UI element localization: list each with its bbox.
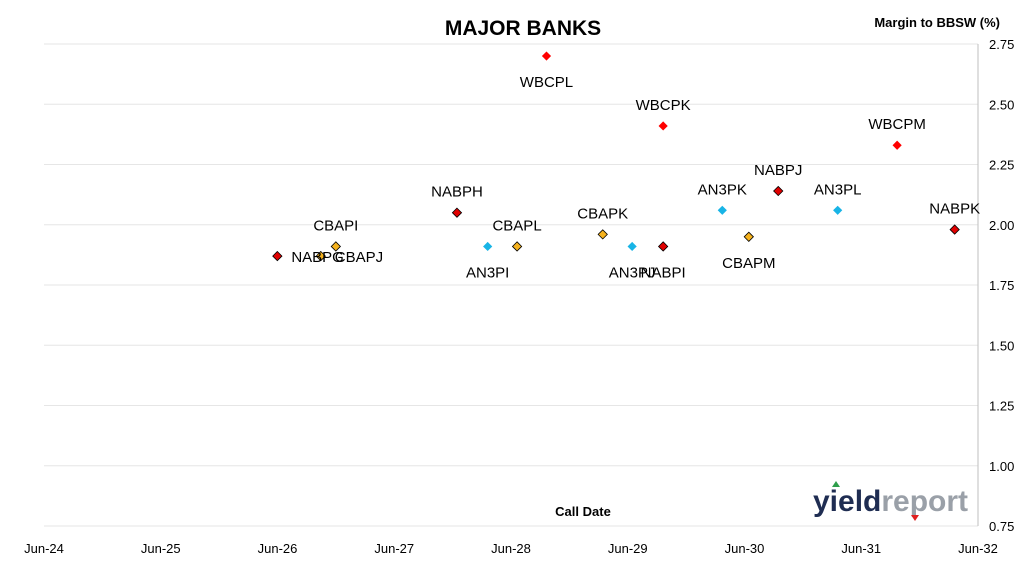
data-point-nabph: [451, 207, 463, 218]
svg-text:yieldreport: yieldreport: [813, 485, 968, 518]
x-tick-label: Jun-27: [374, 541, 414, 556]
point-label: AN3PL: [814, 181, 862, 198]
y-tick-label: 1.00: [989, 459, 1014, 474]
point-label: CBAPJ: [335, 249, 383, 266]
logo-text-yield: yield: [813, 485, 881, 518]
point-label: WBCPL: [520, 74, 573, 91]
y-tick-label: 2.75: [989, 37, 1014, 52]
logo-down-arrow-icon: [911, 515, 919, 521]
x-tick-label: Jun-24: [24, 541, 64, 556]
point-label: NABPJ: [754, 162, 802, 179]
x-tick-label: Jun-25: [141, 541, 181, 556]
data-points: [272, 51, 960, 262]
point-label: NABPH: [431, 184, 483, 201]
point-label: WBCPK: [636, 97, 691, 114]
logo-text-report: report: [881, 485, 968, 518]
data-point-cbapl: [511, 241, 523, 252]
x-tick-label: Jun-29: [608, 541, 648, 556]
y-axis-ticks: 0.75 1.00 1.25 1.50 1.75 2.00 2.25 2.50 2.75: [989, 37, 1014, 534]
y-tick-label: 2.25: [989, 158, 1014, 173]
point-label: CBAPI: [313, 217, 358, 234]
data-point-nabpg: [272, 250, 283, 262]
x-tick-label: Jun-30: [725, 541, 765, 556]
x-axis-title: Call Date: [555, 504, 611, 519]
y-tick-label: 1.25: [989, 399, 1014, 414]
y-tick-label: 0.75: [989, 519, 1014, 534]
data-point-an3pl: [833, 205, 843, 215]
x-tick-label: Jun-31: [841, 541, 881, 556]
point-label: CBAPK: [577, 205, 628, 222]
data-point-cbapi: [330, 241, 342, 252]
data-point-cbapm: [743, 231, 754, 242]
point-label: AN3PK: [698, 181, 747, 198]
y-axis-title: Margin to BBSW (%): [874, 15, 1000, 30]
logo-up-arrow-icon: [832, 481, 840, 487]
point-label: NABPI: [641, 264, 686, 281]
data-point-cbapk: [597, 229, 608, 240]
yieldreport-logo: yieldreport: [813, 481, 968, 521]
point-label: CBAPL: [492, 217, 541, 234]
data-point-nabpj: [773, 185, 784, 197]
data-point-nabpi: [657, 241, 669, 252]
point-label: NABPG: [291, 249, 344, 266]
data-point-an3pi: [483, 241, 493, 252]
data-point-an3pj: [627, 241, 637, 252]
y-tick-label: 1.75: [989, 278, 1014, 293]
data-point-nabpk: [949, 224, 960, 235]
y-tick-label: 2.00: [989, 218, 1014, 233]
point-label: AN3PJ: [609, 264, 656, 281]
point-label: CBAPM: [722, 255, 775, 272]
x-tick-label: Jun-26: [258, 541, 298, 556]
grid-lines: [44, 43, 978, 527]
point-label: NABPK: [929, 201, 980, 218]
x-tick-label: Jun-32: [958, 541, 998, 556]
point-label: AN3PI: [466, 264, 509, 281]
x-axis-ticks: Jun-24 Jun-25 Jun-26 Jun-27 Jun-28 Jun-29 Jun-…: [24, 541, 998, 556]
data-point-wbcpl: [541, 51, 552, 61]
y-tick-label: 2.50: [989, 97, 1014, 112]
data-point-wbcpm: [892, 140, 902, 150]
chart-title: MAJOR BANKS: [445, 17, 601, 40]
data-point-wbcpk: [658, 121, 668, 131]
x-tick-label: Jun-28: [491, 541, 531, 556]
data-point-an3pk: [717, 205, 727, 215]
point-label: WBCPM: [868, 116, 926, 133]
data-point-cbapj: [315, 250, 326, 262]
y-tick-label: 1.50: [989, 338, 1014, 353]
